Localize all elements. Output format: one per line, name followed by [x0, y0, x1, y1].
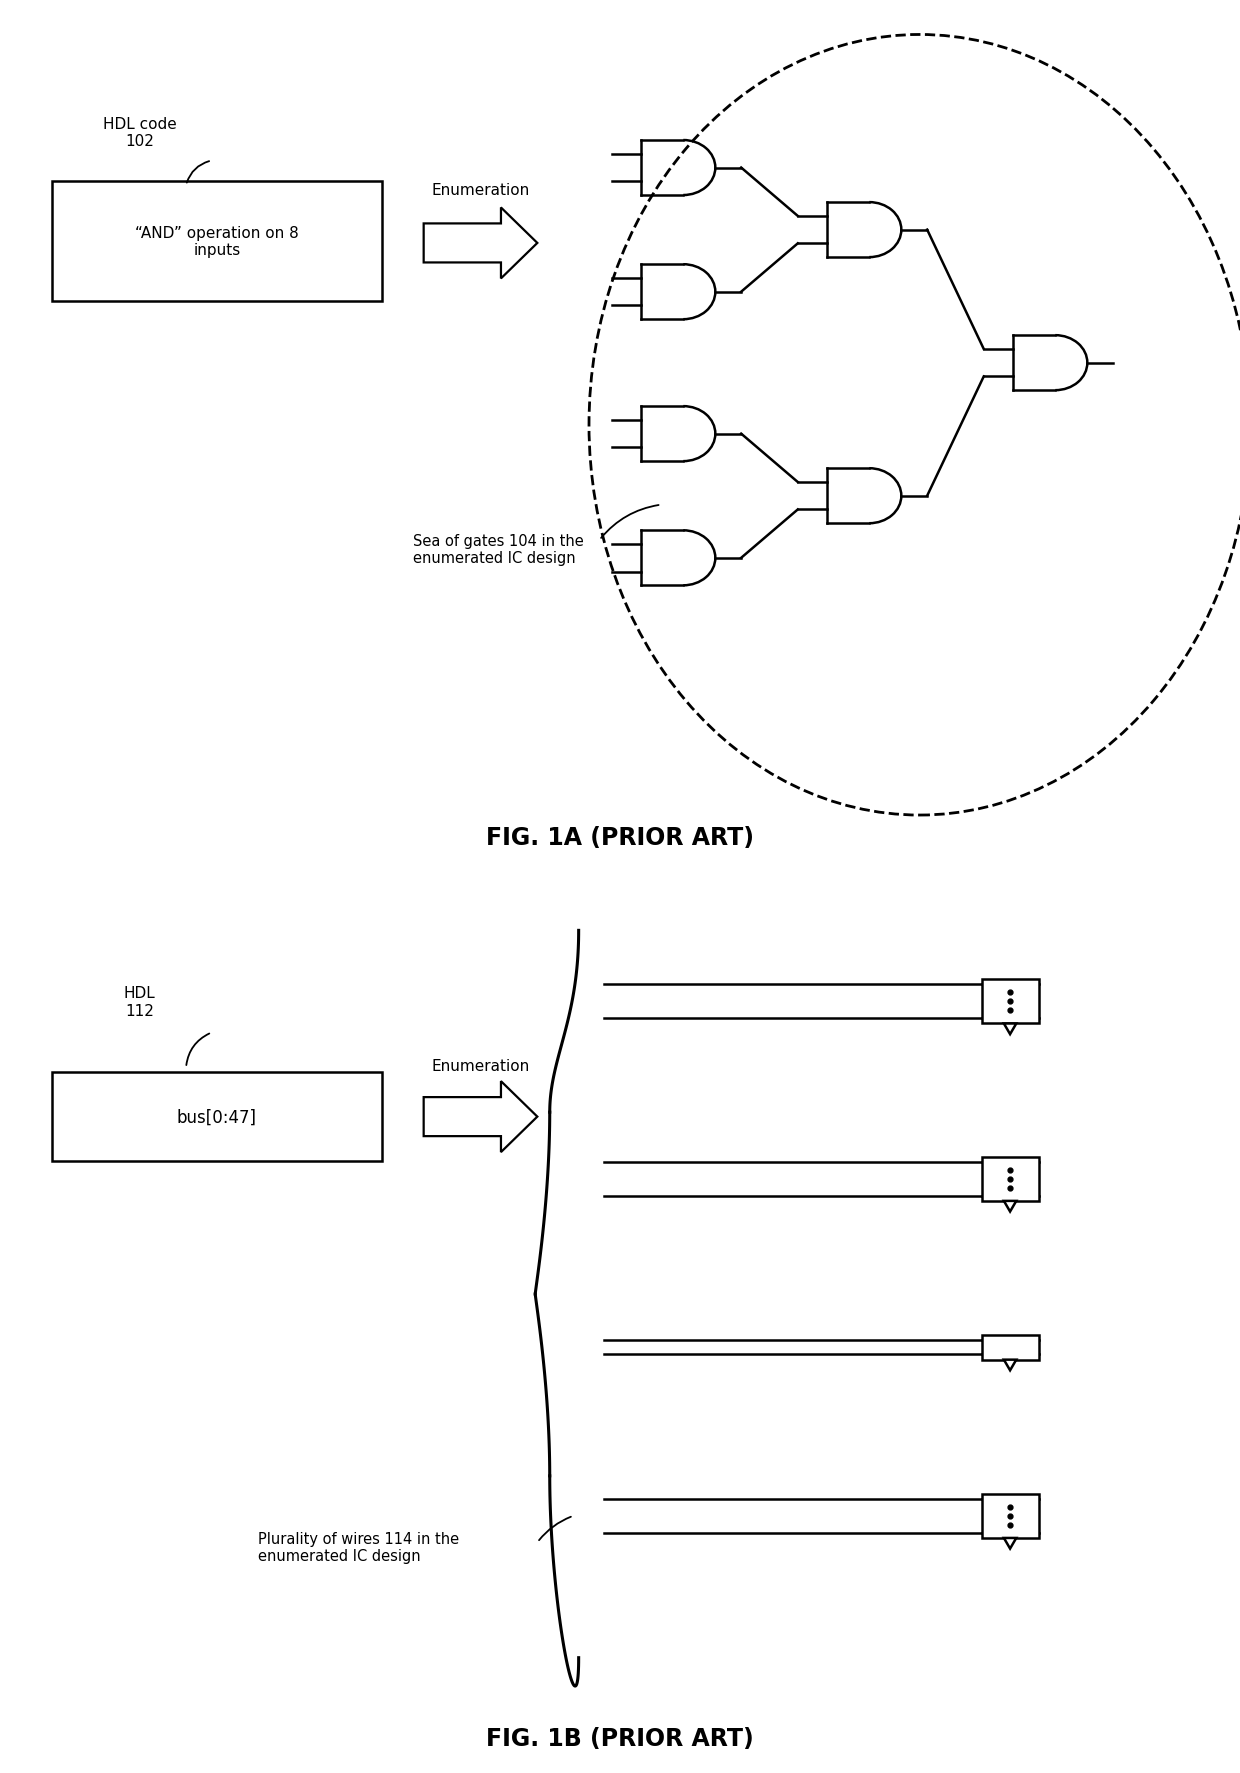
FancyBboxPatch shape	[52, 183, 382, 301]
Text: FIG. 1A (PRIOR ART): FIG. 1A (PRIOR ART)	[486, 826, 754, 849]
Polygon shape	[424, 1082, 537, 1152]
Text: Plurality of wires 114 in the
enumerated IC design: Plurality of wires 114 in the enumerated…	[258, 1530, 460, 1564]
Text: bus[0:47]: bus[0:47]	[177, 1108, 257, 1126]
Polygon shape	[1004, 1360, 1017, 1371]
Polygon shape	[1004, 1202, 1017, 1213]
Polygon shape	[424, 207, 537, 278]
Text: Enumeration: Enumeration	[432, 183, 529, 199]
Text: FIG. 1B (PRIOR ART): FIG. 1B (PRIOR ART)	[486, 1725, 754, 1750]
Text: HDL
112: HDL 112	[124, 986, 155, 1018]
Text: Enumeration: Enumeration	[432, 1058, 529, 1073]
Text: HDL code
102: HDL code 102	[103, 117, 176, 149]
Polygon shape	[1004, 1025, 1017, 1035]
FancyBboxPatch shape	[982, 1156, 1039, 1202]
Text: “AND” operation on 8
inputs: “AND” operation on 8 inputs	[135, 225, 299, 257]
Polygon shape	[1004, 1539, 1017, 1550]
FancyBboxPatch shape	[982, 1493, 1039, 1539]
Ellipse shape	[589, 35, 1240, 816]
Text: Sea of gates 104 in the
enumerated IC design: Sea of gates 104 in the enumerated IC de…	[413, 534, 584, 566]
FancyBboxPatch shape	[52, 1073, 382, 1161]
FancyBboxPatch shape	[982, 1335, 1039, 1360]
FancyBboxPatch shape	[982, 979, 1039, 1025]
